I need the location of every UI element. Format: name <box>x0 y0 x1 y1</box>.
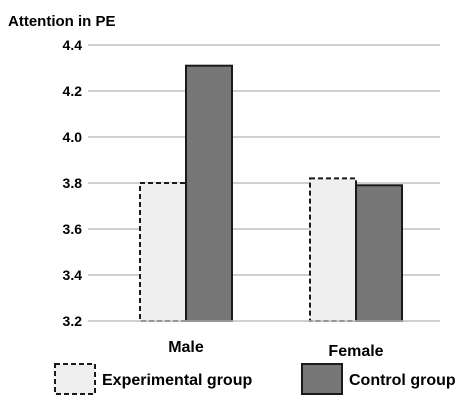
y-tick-label: 3.4 <box>63 267 83 283</box>
bars <box>139 64 403 322</box>
y-tick-labels: 3.2 3.4 3.6 3.8 4.0 4.2 4.4 <box>63 37 83 329</box>
legend-label: Experimental group <box>102 372 252 389</box>
y-tick-label: 3.8 <box>63 175 83 191</box>
bar-female-control <box>355 184 403 322</box>
bar-male-control <box>185 64 233 322</box>
bar-male-experimental <box>139 182 187 322</box>
x-tick-label: Male <box>168 339 204 356</box>
x-tick-label: Female <box>328 343 383 360</box>
legend-label: Control group <box>349 372 456 389</box>
y-tick-label: 4.0 <box>63 129 83 145</box>
y-tick-label: 3.2 <box>63 313 83 329</box>
legend-swatch-experimental <box>54 363 96 395</box>
category-labels: Male Female <box>168 339 383 360</box>
y-tick-label: 4.2 <box>63 83 83 99</box>
y-axis-label: Attention in PE <box>8 13 116 30</box>
bar-female-experimental <box>309 177 357 322</box>
y-tick-label: 4.4 <box>63 37 83 53</box>
legend-swatch-control <box>301 363 343 395</box>
legend: Experimental group Control group <box>54 363 456 395</box>
y-tick-label: 3.6 <box>63 221 83 237</box>
